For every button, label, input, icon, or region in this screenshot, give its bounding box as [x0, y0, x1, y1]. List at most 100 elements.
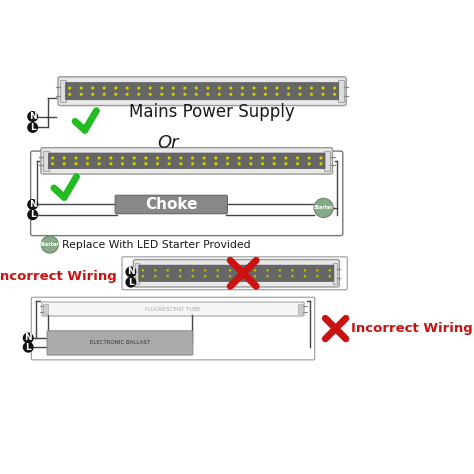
Circle shape [179, 156, 182, 160]
Circle shape [195, 93, 198, 96]
Bar [333, 263, 337, 284]
Circle shape [279, 275, 281, 277]
Circle shape [308, 162, 311, 165]
Circle shape [191, 275, 194, 277]
Circle shape [179, 162, 182, 165]
Circle shape [261, 162, 264, 165]
Circle shape [27, 122, 38, 133]
Circle shape [292, 269, 293, 272]
Text: L: L [128, 278, 134, 287]
Circle shape [226, 162, 229, 165]
Bar [43, 304, 48, 314]
Circle shape [284, 162, 287, 165]
Circle shape [252, 86, 255, 90]
Text: Mains Power Supply: Mains Power Supply [129, 103, 295, 121]
FancyBboxPatch shape [41, 148, 333, 174]
Circle shape [206, 86, 210, 90]
Circle shape [275, 86, 279, 90]
Circle shape [191, 156, 194, 160]
Text: Replace With LED Starter Provided: Replace With LED Starter Provided [63, 239, 251, 249]
Circle shape [296, 156, 299, 160]
Circle shape [266, 269, 269, 272]
Circle shape [203, 156, 206, 160]
Circle shape [91, 86, 94, 90]
FancyBboxPatch shape [115, 195, 228, 214]
Circle shape [218, 86, 221, 90]
FancyBboxPatch shape [65, 82, 339, 100]
Circle shape [321, 93, 325, 96]
Circle shape [273, 162, 276, 165]
Circle shape [160, 93, 164, 96]
Text: L: L [30, 210, 36, 219]
Circle shape [154, 269, 156, 272]
Circle shape [27, 111, 38, 122]
Circle shape [23, 332, 34, 344]
Text: Incorrect Wiring: Incorrect Wiring [0, 270, 117, 283]
FancyBboxPatch shape [133, 260, 339, 287]
Circle shape [229, 269, 231, 272]
Circle shape [51, 162, 54, 165]
Circle shape [154, 275, 156, 277]
Circle shape [296, 162, 299, 165]
Circle shape [191, 162, 194, 165]
Circle shape [27, 199, 38, 210]
Text: ELECTRONIC BALLAST: ELECTRONIC BALLAST [90, 340, 150, 346]
Circle shape [299, 86, 301, 90]
Circle shape [149, 93, 152, 96]
Circle shape [319, 156, 322, 160]
Circle shape [229, 93, 232, 96]
Circle shape [304, 275, 306, 277]
Circle shape [172, 86, 175, 90]
Circle shape [126, 266, 137, 277]
Circle shape [204, 269, 206, 272]
Text: N: N [29, 200, 36, 209]
FancyBboxPatch shape [42, 302, 304, 316]
Circle shape [167, 275, 169, 277]
Circle shape [23, 342, 34, 353]
Circle shape [103, 93, 106, 96]
Text: Choke: Choke [145, 197, 198, 212]
Circle shape [229, 275, 231, 277]
Circle shape [121, 162, 124, 165]
Circle shape [261, 156, 264, 160]
Circle shape [304, 269, 306, 272]
Circle shape [241, 93, 244, 96]
Circle shape [328, 269, 331, 272]
Circle shape [114, 93, 117, 96]
Circle shape [314, 198, 333, 218]
Bar [298, 304, 303, 314]
Bar [338, 80, 344, 102]
Circle shape [98, 162, 101, 165]
Circle shape [218, 93, 221, 96]
Circle shape [80, 86, 82, 90]
Circle shape [333, 93, 336, 96]
Circle shape [275, 93, 279, 96]
Circle shape [292, 275, 293, 277]
Circle shape [284, 156, 287, 160]
Circle shape [68, 93, 71, 96]
Circle shape [183, 93, 186, 96]
Circle shape [321, 86, 325, 90]
Circle shape [217, 275, 219, 277]
Circle shape [98, 156, 101, 160]
Circle shape [74, 156, 77, 160]
Circle shape [137, 86, 140, 90]
Circle shape [51, 156, 54, 160]
Text: L: L [30, 123, 36, 132]
Circle shape [241, 275, 244, 277]
Circle shape [273, 156, 276, 160]
Circle shape [319, 162, 322, 165]
Circle shape [191, 269, 194, 272]
Circle shape [206, 93, 210, 96]
Circle shape [254, 275, 256, 277]
Circle shape [237, 156, 241, 160]
Text: Incorrect Wiring: Incorrect Wiring [351, 322, 473, 335]
Text: N: N [127, 267, 135, 276]
Circle shape [68, 86, 71, 90]
Circle shape [160, 86, 164, 90]
Circle shape [133, 156, 136, 160]
Circle shape [137, 93, 140, 96]
Circle shape [252, 93, 255, 96]
Circle shape [237, 162, 241, 165]
Text: FLUORESCENT TUBE: FLUORESCENT TUBE [146, 307, 201, 311]
